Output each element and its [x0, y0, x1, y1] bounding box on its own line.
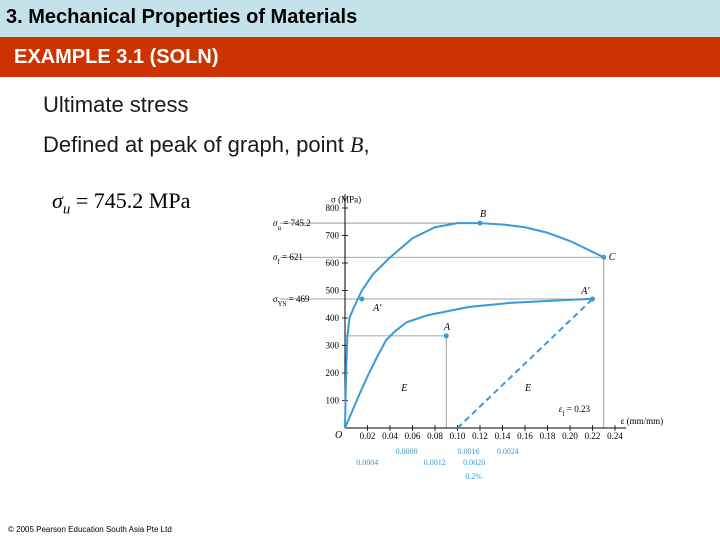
- strain-tick-label: 0.0004: [356, 458, 378, 467]
- y-tick-label: 400: [326, 313, 340, 323]
- definition-text: Defined at peak of graph, point: [43, 132, 350, 157]
- chapter-title: 3. Mechanical Properties of Materials: [6, 6, 358, 28]
- point-label: A′: [372, 303, 382, 314]
- x-tick-label: 0.02: [360, 431, 376, 441]
- x-tick-label: 0.14: [495, 431, 511, 441]
- point-label: E: [400, 383, 407, 394]
- x-tick-label: 0.04: [382, 431, 398, 441]
- x-tick-label: 0.08: [427, 431, 443, 441]
- x-tick-label: 0.22: [585, 431, 601, 441]
- copyright-notice: © 2005 Pearson Education South Asia Pte …: [8, 525, 172, 534]
- sigma-symbol: σ: [52, 188, 63, 213]
- y-tick-label: 300: [326, 341, 340, 351]
- strain-tick-label: 0.0024: [497, 447, 519, 456]
- y-axis-label: σ (MPa): [331, 195, 361, 205]
- strain-tick-label: 0.0012: [424, 458, 446, 467]
- y-tick-label: 800: [326, 203, 340, 213]
- body-line-ultimate-stress: Ultimate stress: [43, 92, 189, 117]
- point-a-prime: [359, 296, 365, 302]
- point-label: E: [524, 383, 531, 394]
- body-line-definition: Defined at peak of graph, point B,: [43, 132, 370, 158]
- point-b: [477, 220, 483, 226]
- y-tick-label: 500: [326, 286, 340, 296]
- x-axis-label: ε (mm/mm): [621, 416, 664, 426]
- y-tick-label: 100: [326, 396, 340, 406]
- y-tick-label: 600: [326, 258, 340, 268]
- fracture-strain-label: εf = 0.23: [559, 404, 591, 418]
- y-tick-label: 200: [326, 368, 340, 378]
- small-strain-curve: [344, 297, 593, 429]
- chapter-header-bar: 3. Mechanical Properties of Materials: [0, 0, 720, 37]
- x-tick-label: 0.18: [540, 431, 556, 441]
- x-tick-label: 0.12: [472, 431, 488, 441]
- stress-annotation: σu = 745.2: [273, 218, 311, 232]
- ultimate-stress-equation: σu = 745.2 MPa: [52, 188, 190, 218]
- stress-strain-curve: [344, 222, 605, 429]
- strain-tick-label: 0.0016: [458, 447, 480, 456]
- point-c: [601, 254, 607, 260]
- definition-comma: ,: [363, 132, 370, 157]
- strain-tick-label: 0.2%: [465, 472, 482, 481]
- y-tick-label: 700: [326, 231, 340, 241]
- example-title: EXAMPLE 3.1 (SOLN): [14, 46, 219, 68]
- point-a: [443, 333, 449, 339]
- point-a-prime-right: [590, 296, 595, 302]
- sigma-subscript: u: [62, 201, 71, 218]
- x-tick-label: 0.24: [607, 431, 623, 441]
- example-header-bar: EXAMPLE 3.1 (SOLN): [0, 37, 720, 77]
- x-tick-label: 0.10: [450, 431, 466, 441]
- point-b-label: B: [350, 132, 364, 157]
- strain-tick-label: 0.0008: [396, 447, 418, 456]
- stress-annotation: σf = 621: [273, 252, 303, 266]
- x-tick-label: 0.20: [562, 431, 578, 441]
- x-tick-label: 0.16: [517, 431, 533, 441]
- offset-line: [456, 298, 594, 429]
- point-label: C: [609, 252, 616, 263]
- strain-tick-label: 0.0020: [463, 458, 485, 467]
- point-label: A: [443, 322, 451, 333]
- equation-value: = 745.2 MPa: [70, 188, 191, 213]
- point-label: A′: [580, 286, 590, 297]
- point-label: B: [480, 209, 486, 220]
- x-tick-label: 0.06: [405, 431, 421, 441]
- origin-label: O: [335, 430, 342, 441]
- stress-annotation: σYS = 469: [273, 294, 310, 308]
